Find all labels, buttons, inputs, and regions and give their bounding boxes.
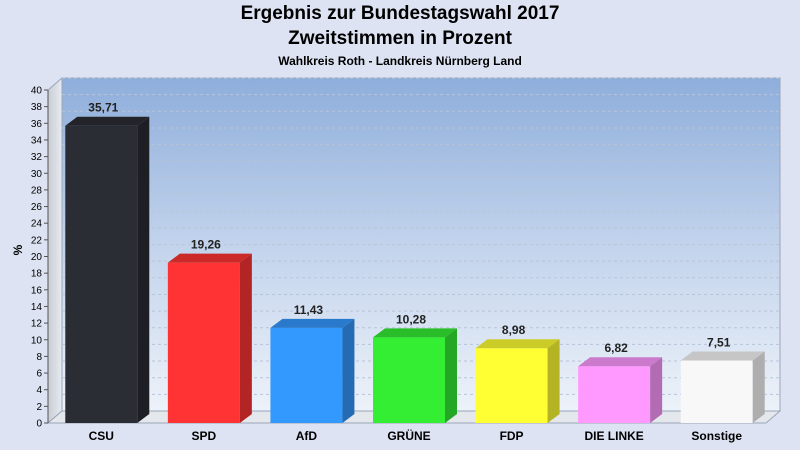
- bar-fdp: 8,98: [475, 323, 560, 423]
- y-tick-label: 2: [36, 402, 42, 413]
- bar-top: [475, 339, 560, 349]
- y-tick-label: 20: [31, 252, 43, 263]
- bar-csu: 35,71: [65, 101, 150, 424]
- bar-front: [475, 348, 548, 423]
- bar-front: [578, 366, 651, 423]
- x-tick-label: Sonstige: [691, 429, 742, 443]
- bar-die-linke: 6,82: [578, 341, 663, 423]
- x-axis: CSU SPD AfD GRÜNE FDP DIE LINKE Sonstige: [89, 428, 743, 443]
- bar-front: [680, 360, 753, 423]
- bar-top: [680, 351, 765, 361]
- bar-side: [342, 318, 355, 423]
- bar-spd: 19,26: [167, 238, 252, 423]
- data-label: 8,98: [502, 323, 526, 337]
- y-tick-label: 26: [31, 202, 43, 213]
- y-tick-label: 6: [36, 369, 42, 380]
- y-tick-label: 22: [31, 235, 43, 246]
- bar-front: [373, 337, 445, 423]
- y-tick-label: 0: [36, 419, 42, 430]
- y-tick-label: 16: [31, 285, 43, 296]
- bar-top: [167, 253, 252, 263]
- plot-side-wall: [47, 76, 63, 425]
- x-tick-label: FDP: [500, 429, 524, 443]
- data-label: 7,51: [707, 335, 731, 349]
- x-tick-label: DIE LINKE: [584, 429, 643, 443]
- data-label: 6,82: [604, 341, 628, 355]
- data-label: 19,26: [191, 238, 221, 252]
- y-tick-label: 38: [31, 102, 43, 113]
- data-label: 11,43: [294, 303, 324, 317]
- bars: 35,71 19,26 11,43 10,28 8,98 6,82 7,51: [65, 101, 765, 424]
- bar-sonstige: 7,51: [680, 335, 765, 423]
- bar-top: [578, 357, 663, 367]
- chart-title: Ergebnis zur Bundestagswahl 2017: [240, 3, 560, 24]
- bar-side: [239, 253, 252, 423]
- bar-top: [373, 328, 457, 338]
- bar-side: [650, 357, 663, 423]
- bar-side: [752, 351, 765, 423]
- y-axis-label: %: [11, 244, 25, 255]
- bar-side: [137, 116, 150, 424]
- x-tick-label: GRÜNE: [387, 428, 430, 443]
- y-tick-label: 8: [36, 352, 42, 363]
- bar-front: [167, 262, 240, 423]
- bar-afd: 11,43: [270, 303, 355, 423]
- bar-grüne: 10,28: [373, 312, 457, 423]
- x-tick-label: CSU: [89, 429, 114, 443]
- y-tick-label: 30: [31, 169, 43, 180]
- chart-caption: Wahlkreis Roth - Landkreis Nürnberg Land: [278, 54, 522, 68]
- bar-side: [547, 339, 560, 423]
- bar-top: [65, 116, 150, 126]
- x-tick-label: SPD: [192, 429, 217, 443]
- y-tick-label: 12: [31, 319, 43, 330]
- y-tick-label: 24: [31, 219, 43, 230]
- data-label: 10,28: [396, 312, 426, 326]
- y-tick-label: 36: [31, 119, 43, 130]
- bar-side: [445, 328, 457, 423]
- data-label: 35,71: [88, 101, 118, 115]
- y-tick-label: 10: [31, 335, 43, 346]
- bar-top: [270, 318, 355, 328]
- y-tick-label: 28: [31, 185, 43, 196]
- bar-front: [65, 125, 138, 424]
- y-tick-label: 32: [31, 152, 43, 163]
- bar-front: [270, 327, 343, 423]
- y-tick-label: 34: [31, 135, 43, 146]
- y-tick-label: 40: [31, 86, 43, 97]
- y-tick-label: 18: [31, 269, 43, 280]
- chart-subtitle: Zweitstimmen in Prozent: [288, 28, 512, 49]
- y-tick-label: 4: [36, 385, 42, 396]
- x-tick-label: AfD: [296, 429, 318, 443]
- y-tick-label: 14: [31, 302, 43, 313]
